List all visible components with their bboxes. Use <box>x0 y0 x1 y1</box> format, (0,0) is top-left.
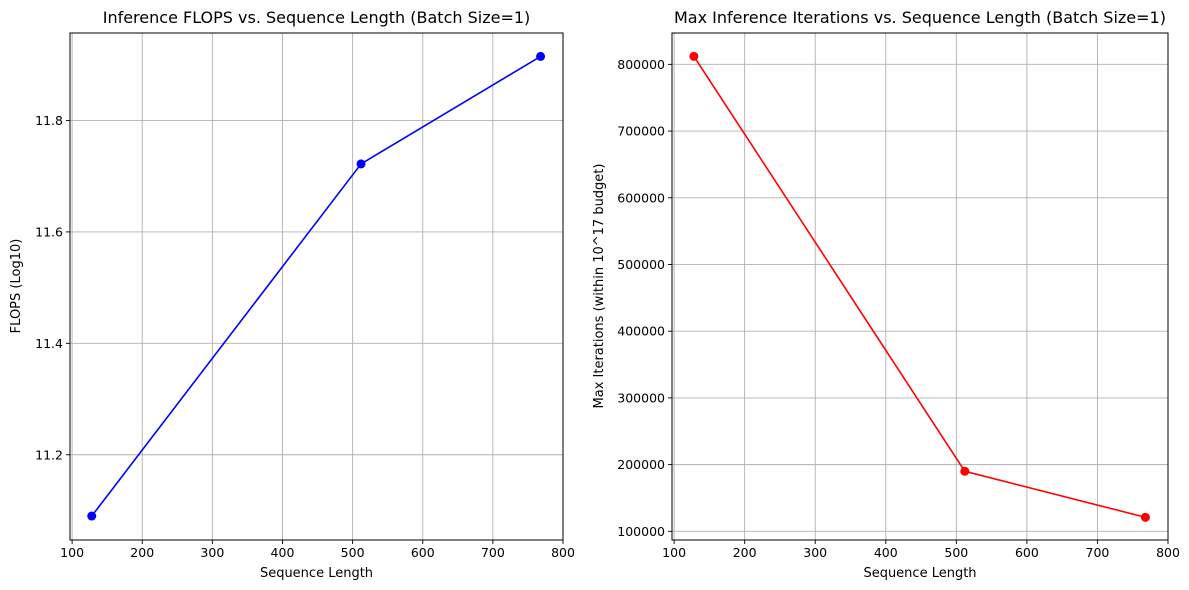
flops-chart-grid <box>70 33 564 540</box>
iterations-chart-y-tick-label: 800000 <box>617 57 665 72</box>
iterations-chart-x-tick-label: 700 <box>1086 545 1110 560</box>
flops-chart-y-ticks: 11.2 11.4 11.6 11.8 <box>35 113 70 462</box>
flops-chart-y-tick-label: 11.4 <box>35 336 63 351</box>
iterations-chart-y-tick-label: 100000 <box>617 524 665 539</box>
iterations-chart-data-point <box>689 51 699 61</box>
flops-chart-x-tick-label: 700 <box>481 545 505 560</box>
iterations-chart-x-tick-label: 200 <box>733 545 757 560</box>
iterations-chart-y-tick-label: 700000 <box>617 124 665 139</box>
iterations-chart-series <box>689 51 1150 522</box>
iterations-chart-y-axis-label: Max Iterations (within 10^17 budget) <box>592 164 607 409</box>
iterations-chart-x-tick-label: 800 <box>1156 545 1180 560</box>
iterations-chart-x-tick-label: 600 <box>1015 545 1039 560</box>
flops-chart-title: Inference FLOPS vs. Sequence Length (Bat… <box>103 8 531 27</box>
iterations-chart-x-axis-label: Sequence Length <box>863 566 976 581</box>
flops-chart-y-tick-label: 11.2 <box>35 447 63 462</box>
iterations-chart-x-ticks: 100 200 300 400 500 600 700 800 <box>662 540 1180 560</box>
flops-chart-data-point <box>87 511 97 521</box>
flops-chart-data-point <box>356 159 366 169</box>
flops-chart-y-tick-label: 11.8 <box>35 113 63 128</box>
iterations-chart-x-tick-label: 100 <box>662 545 686 560</box>
flops-chart-y-axis-label: FLOPS (Log10) <box>9 239 24 334</box>
iterations-chart-y-tick-label: 600000 <box>617 190 665 205</box>
iterations-chart-y-tick-label: 200000 <box>617 457 665 472</box>
iterations-chart-frame <box>671 32 1169 541</box>
flops-chart-x-tick-label: 600 <box>411 545 435 560</box>
flops-chart-y-tick-label: 11.6 <box>35 224 63 239</box>
iterations-chart: Max Inference Iterations vs. Sequence Le… <box>592 8 1180 581</box>
iterations-chart-x-tick-label: 400 <box>874 545 898 560</box>
iterations-chart-x-tick-label: 300 <box>803 545 827 560</box>
flops-chart-series <box>87 51 546 521</box>
iterations-chart-series-line <box>693 55 1146 519</box>
flops-chart-x-tick-label: 800 <box>551 545 575 560</box>
flops-chart-data-point <box>536 51 546 61</box>
iterations-chart-x-tick-label: 500 <box>944 545 968 560</box>
iterations-chart-title: Max Inference Iterations vs. Sequence Le… <box>674 8 1166 27</box>
iterations-chart-data-point <box>960 466 970 476</box>
flops-chart-x-tick-label: 200 <box>130 545 154 560</box>
flops-chart: Inference FLOPS vs. Sequence Length (Bat… <box>9 8 575 581</box>
iterations-chart-y-tick-label: 300000 <box>617 390 665 405</box>
flops-chart-x-tick-label: 300 <box>200 545 224 560</box>
flops-chart-x-ticks: 100 200 300 400 500 600 700 800 <box>60 540 575 560</box>
flops-chart-frame <box>69 32 564 541</box>
iterations-chart-data-point <box>1140 512 1150 522</box>
flops-chart-x-tick-label: 100 <box>60 545 84 560</box>
iterations-chart-y-tick-label: 500000 <box>617 257 665 272</box>
iterations-chart-y-tick-label: 400000 <box>617 324 665 339</box>
iterations-chart-y-ticks: 100000 200000 300000 400000 500000 600000 7000… <box>617 57 672 539</box>
iterations-chart-grid <box>672 33 1169 540</box>
flops-chart-x-axis-label: Sequence Length <box>260 566 373 581</box>
flops-chart-x-tick-label: 400 <box>271 545 295 560</box>
flops-chart-x-tick-label: 500 <box>341 545 365 560</box>
flops-chart-series-line <box>91 55 541 517</box>
